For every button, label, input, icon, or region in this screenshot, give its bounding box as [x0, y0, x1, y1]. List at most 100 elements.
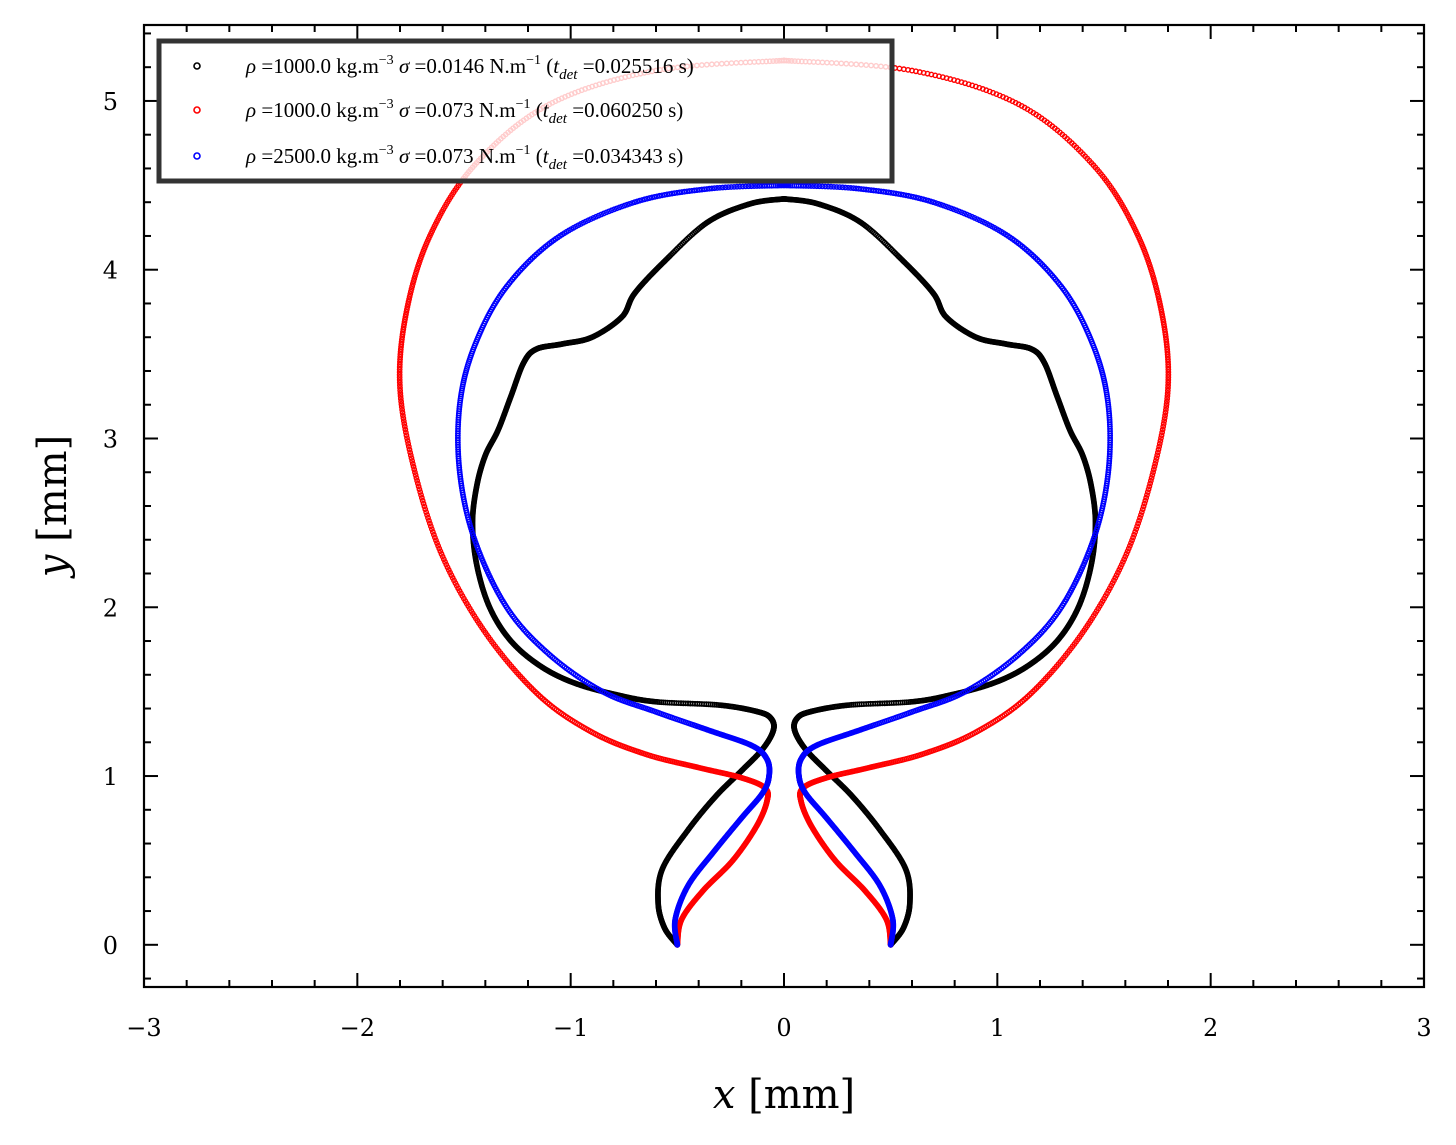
data-point — [398, 404, 405, 410]
data-point — [417, 489, 424, 496]
data-point — [825, 183, 832, 190]
data-point — [1129, 537, 1135, 544]
data-point — [411, 275, 418, 282]
data-point — [407, 449, 414, 456]
data-point — [1145, 486, 1152, 493]
data-point — [436, 545, 443, 552]
y-axis-label: y [mm] — [30, 435, 76, 579]
data-point — [1125, 545, 1132, 552]
data-point — [431, 534, 438, 541]
data-point — [1147, 477, 1154, 484]
data-point — [415, 483, 422, 490]
data-point — [822, 183, 829, 190]
data-point — [400, 326, 407, 333]
data-point — [401, 321, 407, 328]
data-point — [396, 371, 403, 378]
data-point — [413, 474, 420, 481]
data-point — [396, 379, 403, 386]
data-point — [406, 296, 412, 303]
data-point — [405, 301, 411, 308]
data-point — [1164, 387, 1171, 394]
data-point — [419, 497, 426, 504]
data-point — [1126, 542, 1133, 549]
data-point — [1161, 326, 1168, 333]
data-point — [845, 184, 852, 191]
y-tick-label: 1 — [103, 763, 118, 791]
data-point — [1160, 420, 1167, 427]
data-point — [1150, 469, 1156, 476]
data-point — [1162, 406, 1169, 413]
data-point — [1151, 463, 1158, 470]
data-point — [1131, 531, 1138, 538]
data-point — [819, 183, 826, 190]
data-point — [1156, 443, 1163, 450]
x-tick-label: −2 — [340, 1014, 375, 1042]
data-point — [398, 401, 405, 408]
data-point — [406, 293, 413, 300]
data-point — [1161, 415, 1168, 422]
data-point — [917, 195, 924, 202]
data-point — [908, 193, 914, 200]
data-point — [1165, 371, 1172, 378]
legend-sigma-1: 0.0146 — [426, 54, 484, 78]
data-point — [425, 514, 431, 521]
data-point — [1140, 503, 1147, 510]
data-point — [399, 409, 406, 416]
data-point — [410, 278, 417, 285]
legend-rho-2: 1000.0 — [273, 98, 331, 122]
data-point — [900, 191, 907, 198]
data-point — [1158, 432, 1165, 439]
data-point — [1153, 455, 1160, 461]
data-point — [397, 390, 404, 397]
data-point — [1159, 311, 1165, 318]
data-point — [1152, 283, 1159, 290]
x-axis-label: x [mm] — [713, 1072, 855, 1118]
data-point — [1154, 452, 1161, 459]
data-point — [831, 183, 837, 190]
data-point — [1165, 382, 1172, 389]
data-point — [1128, 540, 1134, 546]
data-point — [828, 183, 834, 190]
data-point — [1160, 316, 1166, 323]
data-point — [1165, 369, 1172, 376]
data-point — [413, 268, 420, 274]
data-point — [1138, 509, 1145, 516]
data-point — [1133, 526, 1140, 533]
data-point — [1161, 324, 1168, 330]
data-point — [1154, 291, 1161, 297]
data-point — [805, 183, 812, 189]
x-tick-label: 2 — [1203, 1014, 1218, 1042]
data-point — [1158, 306, 1165, 313]
data-point — [910, 193, 917, 200]
data-point — [1154, 449, 1161, 456]
data-point — [1148, 268, 1155, 274]
data-point — [1162, 409, 1169, 416]
data-point — [422, 506, 429, 513]
y-tick-label: 4 — [103, 257, 118, 285]
data-point — [411, 466, 418, 473]
series-3-points — [454, 182, 1114, 948]
data-point — [1159, 429, 1166, 436]
data-point — [839, 184, 846, 191]
series-layer — [396, 57, 1172, 948]
data-point — [400, 324, 407, 330]
data-point — [437, 548, 444, 555]
data-point — [426, 517, 432, 524]
data-point — [915, 195, 922, 201]
data-point — [1135, 520, 1142, 527]
data-point — [397, 387, 404, 394]
data-point — [1130, 534, 1137, 541]
data-point — [1161, 418, 1168, 424]
data-point — [1124, 548, 1131, 555]
data-point — [397, 393, 404, 399]
legend-rho-3: 2500.0 — [273, 144, 331, 168]
data-point — [396, 382, 403, 389]
data-point — [925, 197, 932, 204]
data-point — [1150, 273, 1156, 280]
data-point — [1151, 278, 1158, 285]
data-point — [833, 184, 840, 190]
data-point — [1139, 506, 1146, 513]
data-point — [396, 369, 403, 376]
data-point — [1155, 293, 1162, 300]
